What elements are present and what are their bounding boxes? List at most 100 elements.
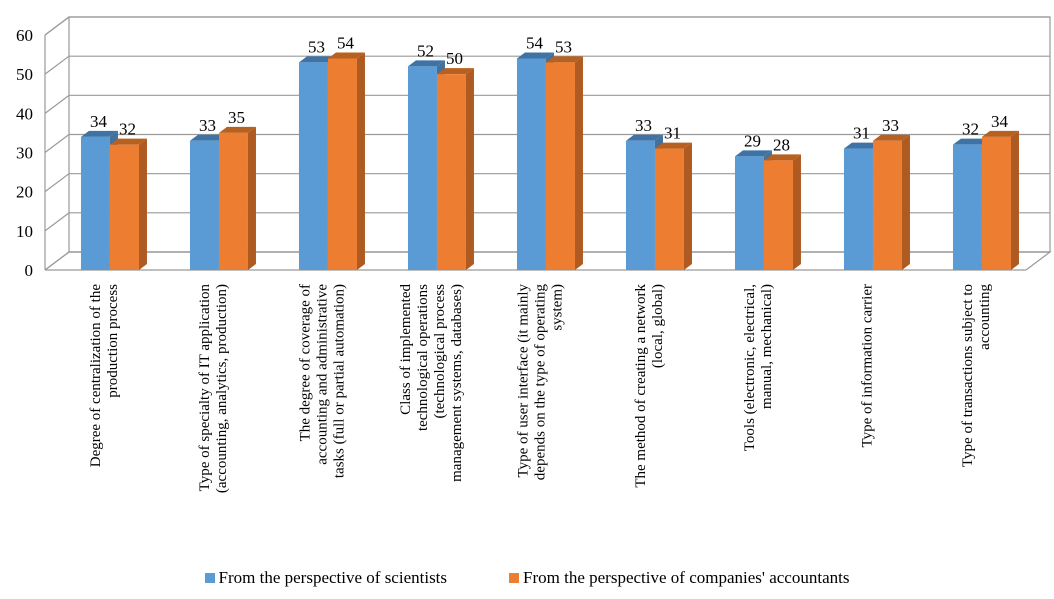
bar-top: [218, 126, 256, 133]
x-category-label-line: depends on the type of operating: [533, 284, 549, 481]
bars-layer: [80, 52, 1019, 271]
bar-top: [545, 56, 583, 63]
legend-item-scientists: From the perspective of scientists: [204, 568, 448, 588]
bar-front: [872, 140, 902, 270]
bar-top: [516, 52, 554, 59]
bar-top: [654, 142, 692, 149]
gridline-40: [44, 94, 1050, 114]
bar-front: [189, 140, 219, 270]
bar-side: [574, 56, 583, 270]
bar-top: [407, 60, 445, 67]
y-tick-label-30: 30: [16, 144, 33, 163]
bar-top: [952, 138, 990, 145]
bar-front: [981, 136, 1011, 270]
x-category-label-7: Tools (electronic, electrical, manual, me…: [742, 284, 775, 451]
bar-s2-c3: [327, 52, 365, 270]
legend-item-accountants: From the perspective of companies' accou…: [509, 568, 849, 588]
x-category-label-8: Type of information carrier: [860, 284, 876, 447]
bar-front: [545, 62, 575, 270]
bar-side: [356, 52, 365, 270]
bar-s2-c9: [981, 130, 1019, 270]
bar-side: [138, 138, 147, 270]
chart-svg: 0 10 20 30 40 50 60 34 33 53 52 54 33 29 31 32 32 35 54 50 5…: [16, 16, 1052, 493]
x-category-label-2: Type of specialty of IT application (acco…: [197, 284, 230, 494]
bar-front: [654, 148, 684, 270]
y-tick-label-50: 50: [16, 65, 33, 84]
data-label-s2-c6: 31: [664, 124, 681, 143]
bar-front: [298, 62, 328, 270]
data-label-s2-c3: 54: [337, 34, 355, 53]
bar-s2-c1: [109, 138, 147, 270]
x-category-label-6: The method of creating a network (local, …: [633, 284, 666, 488]
gridline-20: [44, 173, 1050, 193]
data-label-s1-c8: 31: [853, 124, 870, 143]
y-tick-label-0: 0: [25, 261, 34, 280]
data-label-s1-c2: 33: [199, 116, 216, 135]
x-category-label-line: (technological process: [432, 284, 448, 419]
gridline-50: [44, 55, 1050, 75]
x-category-label-line: Class of implemented: [398, 284, 414, 415]
data-label-s2-c5: 53: [555, 37, 572, 56]
data-label-s1-c6: 33: [635, 116, 652, 135]
x-category-label-line: technological operations: [415, 284, 431, 431]
x-category-label-4: Class of implemented technological operat…: [398, 284, 465, 482]
bar-s2-c2: [218, 126, 256, 271]
bar-top: [189, 134, 227, 141]
legend: From the perspective of scientists From …: [0, 566, 1054, 590]
x-category-label-line: Type of user interface (it mainly: [516, 284, 532, 478]
bar-s2-c7: [763, 154, 801, 270]
x-category-label-line: accounting: [977, 284, 993, 350]
x-category-label-line: Type of transactions subject to: [960, 284, 976, 467]
x-category-label-line: (accounting, analytics, production): [214, 284, 230, 493]
bar-front: [407, 66, 437, 270]
bar-front: [763, 160, 793, 270]
data-label-s1-c4: 52: [417, 41, 434, 60]
x-category-label-line: The degree of coverage of: [298, 284, 314, 441]
bar-front: [625, 140, 655, 270]
data-label-s2-c4: 50: [446, 49, 463, 68]
data-label-s2-c1: 32: [119, 120, 136, 139]
legend-label-scientists: From the perspective of scientists: [218, 568, 448, 587]
x-category-label-line: Tools (electronic, electrical,: [742, 284, 758, 451]
bar-front: [218, 132, 248, 270]
bar-front: [952, 144, 982, 270]
x-category-label-3: The degree of coverage of accounting and …: [298, 284, 348, 478]
x-category-label-line: management systems, databases): [449, 284, 465, 482]
bar-top: [109, 138, 147, 145]
x-category-label-line: The method of creating a network: [633, 284, 649, 488]
y-tick-label-10: 10: [16, 222, 33, 241]
legend-swatch-scientists: [204, 573, 215, 583]
x-category-label-line: accounting and administrative: [315, 284, 331, 465]
gridline-60: [44, 16, 1050, 36]
bar-front: [327, 58, 357, 270]
bar-front: [436, 74, 466, 271]
data-label-s2-c8: 33: [882, 116, 899, 135]
data-label-s1-c9: 32: [962, 120, 979, 139]
data-label-s2-c9: 34: [991, 112, 1009, 131]
y-tick-label-60: 60: [16, 26, 33, 45]
x-category-label-line: system): [550, 284, 566, 331]
x-category-label-1: Degree of centralization of the productio…: [88, 284, 121, 468]
x-category-label-line: manual, mechanical): [759, 284, 775, 409]
bar-side: [247, 126, 256, 271]
x-category-label-line: Type of information carrier: [860, 284, 876, 447]
x-category-label-line: production process: [105, 284, 121, 398]
bar-top: [763, 154, 801, 161]
gridline-10: [44, 212, 1050, 232]
bar-front: [80, 136, 110, 270]
x-category-label-5: Type of user interface (it mainly depends…: [516, 284, 566, 481]
data-label-s1-c5: 54: [526, 34, 544, 53]
bar-front: [516, 58, 546, 270]
data-label-s1-c7: 29: [744, 131, 761, 150]
bar-top: [625, 134, 663, 141]
bar-front: [734, 156, 764, 270]
bar-s2-c8: [872, 134, 910, 270]
bar-top: [327, 52, 365, 59]
x-category-label-line: tasks (full or partial automation): [332, 284, 348, 478]
legend-label-accountants: From the perspective of companies' accou…: [523, 568, 850, 587]
data-label-s1-c1: 34: [90, 112, 108, 131]
labels-layer: 0 10 20 30 40 50 60 34 33 53 52 54 33 29 31 32 32 35 54 50 5…: [16, 26, 1008, 493]
bar-side: [792, 154, 801, 270]
bar-front: [843, 148, 873, 270]
y-tick-label-40: 40: [16, 104, 33, 123]
